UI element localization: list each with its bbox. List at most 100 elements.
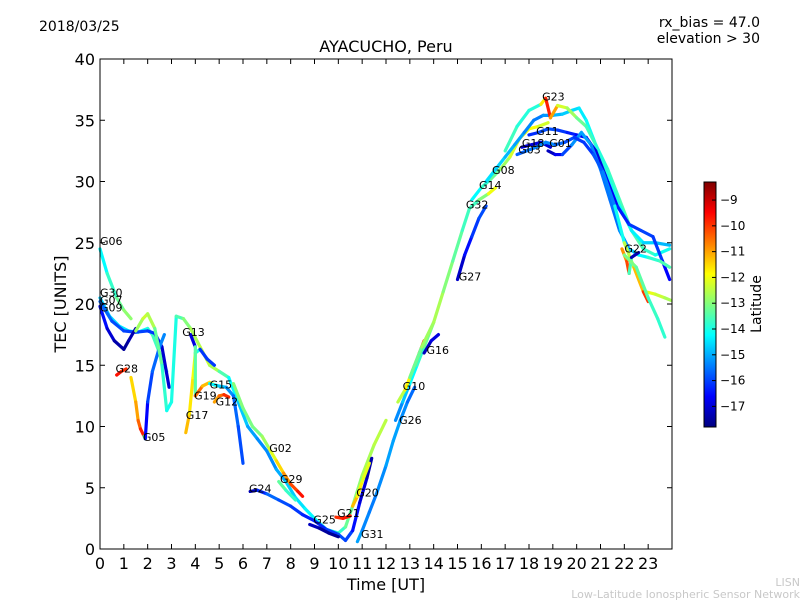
tec-segment <box>222 393 231 399</box>
tec-segment <box>181 317 193 331</box>
tec-segment <box>160 363 169 413</box>
x-tick-label: 6 <box>238 554 248 573</box>
tec-segment <box>591 152 605 174</box>
tec-segment <box>503 124 519 153</box>
tec-segment <box>663 296 673 302</box>
tec-segment <box>608 198 622 233</box>
tec-segment <box>527 102 543 113</box>
tec-segment <box>601 170 617 208</box>
series-g21 <box>334 514 352 520</box>
tec-segment <box>522 118 536 135</box>
tec-segment <box>327 531 340 539</box>
tec-segment <box>606 173 622 208</box>
tec-segment <box>656 317 667 339</box>
tec-segment <box>420 320 436 349</box>
series-g09 <box>98 304 138 351</box>
tec-segment <box>365 456 374 480</box>
tec-segment <box>641 247 657 257</box>
tec-segment <box>355 480 364 498</box>
tec-segment <box>360 443 376 478</box>
tec-segment <box>470 186 483 202</box>
x-tick-label: 4 <box>190 554 200 573</box>
sat-label-g08: G08 <box>492 164 515 177</box>
sat-label-g22: G22 <box>624 243 647 256</box>
tec-segment <box>477 192 491 202</box>
tec-segment <box>653 292 667 300</box>
sat-label-g18: G18 <box>522 137 545 150</box>
colorbar-tick-label: −14 <box>720 322 745 336</box>
tec-segment <box>187 375 195 416</box>
tec-segment <box>594 143 610 177</box>
series-g02 <box>231 382 305 498</box>
tec-segment <box>606 167 622 202</box>
tec-segment <box>513 130 526 147</box>
colorbar-tick-label: −17 <box>720 399 745 413</box>
tec-segment <box>267 446 278 463</box>
sat-label-g03: G03 <box>518 143 541 156</box>
colorbar-ticks: −9 −10 −11 −12 −13 −14 −15 −16 −17 <box>712 193 745 413</box>
y-tick-label: 15 <box>75 356 95 375</box>
tec-segment <box>651 235 665 263</box>
tec-segment <box>544 140 557 147</box>
sat-label-g30: G30 <box>100 287 123 300</box>
tec-segment <box>503 143 517 159</box>
sat-label-g21: G21 <box>337 507 360 520</box>
tec-segment <box>308 522 321 530</box>
series-g12 <box>212 393 231 404</box>
series-g-tail2 <box>622 253 667 339</box>
tec-segment <box>122 339 131 351</box>
sat-label-g10: G10 <box>403 380 426 393</box>
tec-segment <box>432 290 445 324</box>
tec-segment <box>565 130 579 137</box>
colorbar-tick-label: −16 <box>720 374 745 388</box>
tec-segment <box>467 198 481 211</box>
y-tick-label: 30 <box>75 173 95 192</box>
x-tick-label: 0 <box>95 554 105 573</box>
series-g27 <box>455 204 488 282</box>
tec-segment <box>384 439 395 468</box>
tec-segment <box>341 514 352 520</box>
tec-segment <box>646 296 660 321</box>
tec-segment <box>188 326 202 349</box>
y-axis-ticks: 0 5 10 15 20 25 30 35 40 <box>75 50 672 559</box>
tec-segment <box>374 464 388 496</box>
tec-segment <box>367 492 379 514</box>
series-g32 <box>408 186 498 380</box>
colorbar-tick-label: −9 <box>720 193 738 207</box>
sat-label-g26: G26 <box>399 414 422 427</box>
series-g20 <box>351 461 371 508</box>
tec-segment <box>217 369 231 380</box>
series-g03 <box>515 135 650 304</box>
date-label: 2018/03/25 <box>39 19 120 35</box>
tec-segment <box>405 385 417 404</box>
tec-segment <box>224 385 236 398</box>
tec-segment <box>529 140 543 147</box>
tec-segment <box>627 222 643 233</box>
y-tick-label: 20 <box>75 295 95 314</box>
series-g06 <box>98 247 133 321</box>
sat-label-g17: G17 <box>186 409 209 422</box>
sat-label-g11: G11 <box>536 125 559 138</box>
tec-segment <box>98 247 109 275</box>
series-g13 <box>134 312 388 535</box>
tec-segment <box>98 299 114 323</box>
tec-segment <box>582 140 595 157</box>
series-g01 <box>546 130 672 269</box>
tec-segment <box>565 106 579 120</box>
tec-segment <box>119 367 128 373</box>
tec-segment <box>598 167 612 202</box>
tec-segment <box>515 149 529 157</box>
series-g14 <box>470 121 550 202</box>
tec-segment <box>188 333 197 349</box>
tec-segment <box>208 363 221 373</box>
tec-segment <box>105 271 119 300</box>
tec-segment <box>451 228 464 263</box>
tec-segment <box>303 506 317 520</box>
y-tick-label: 5 <box>85 479 95 498</box>
tec-segment <box>555 103 569 110</box>
tec-segment <box>351 494 359 508</box>
tec-segment <box>289 504 305 517</box>
tec-segment <box>555 128 569 135</box>
